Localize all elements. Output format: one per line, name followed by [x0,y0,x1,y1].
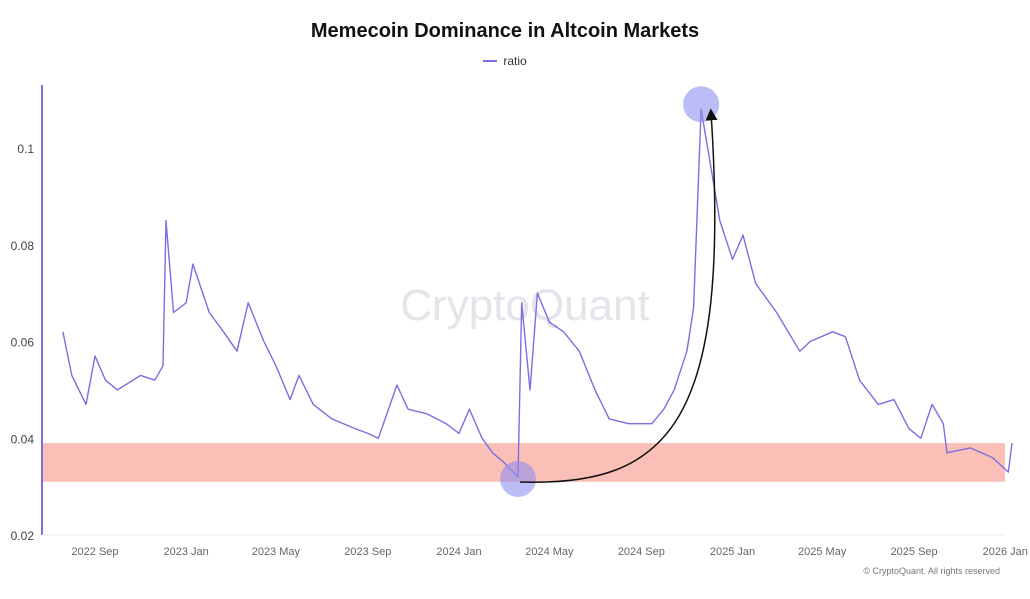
x-tick-label: 2023 Sep [344,546,391,558]
x-tick-label: 2023 Jan [164,546,209,558]
x-tick-label: 2024 Sep [618,546,665,558]
x-tick-label: 2023 May [252,546,301,558]
x-tick-label: 2026 Jan [983,546,1028,558]
x-tick-label: 2024 Jan [436,546,481,558]
x-tick-label: 2025 Jan [710,546,755,558]
x-tick-label: 2025 Sep [891,546,938,558]
chart-title: Memecoin Dominance in Altcoin Markets [310,20,700,42]
bottom-highlight-circle [500,460,537,497]
y-tick-label: 0.04 [11,432,35,446]
legend-swatch [483,60,498,62]
x-tick-label: 2024 May [525,546,574,558]
y-tick-label: 0.08 [11,239,35,253]
x-tick-label: 2022 Sep [71,546,118,558]
trend-arrow [519,108,718,483]
legend-label: ratio [503,54,527,68]
peak-highlight-circle [683,86,720,123]
y-tick-label: 0.02 [11,529,35,543]
legend[interactable]: ratio [0,54,1010,68]
watermark: CryptoQuant [400,281,649,330]
x-tick-label: 2025 May [798,546,847,558]
y-tick-label: 0.1 [17,142,34,156]
y-tick-label: 0.06 [11,336,35,350]
copyright-footer: © CryptoQuant. All rights reserved [863,566,1000,576]
series-line-ratio [62,108,1013,478]
